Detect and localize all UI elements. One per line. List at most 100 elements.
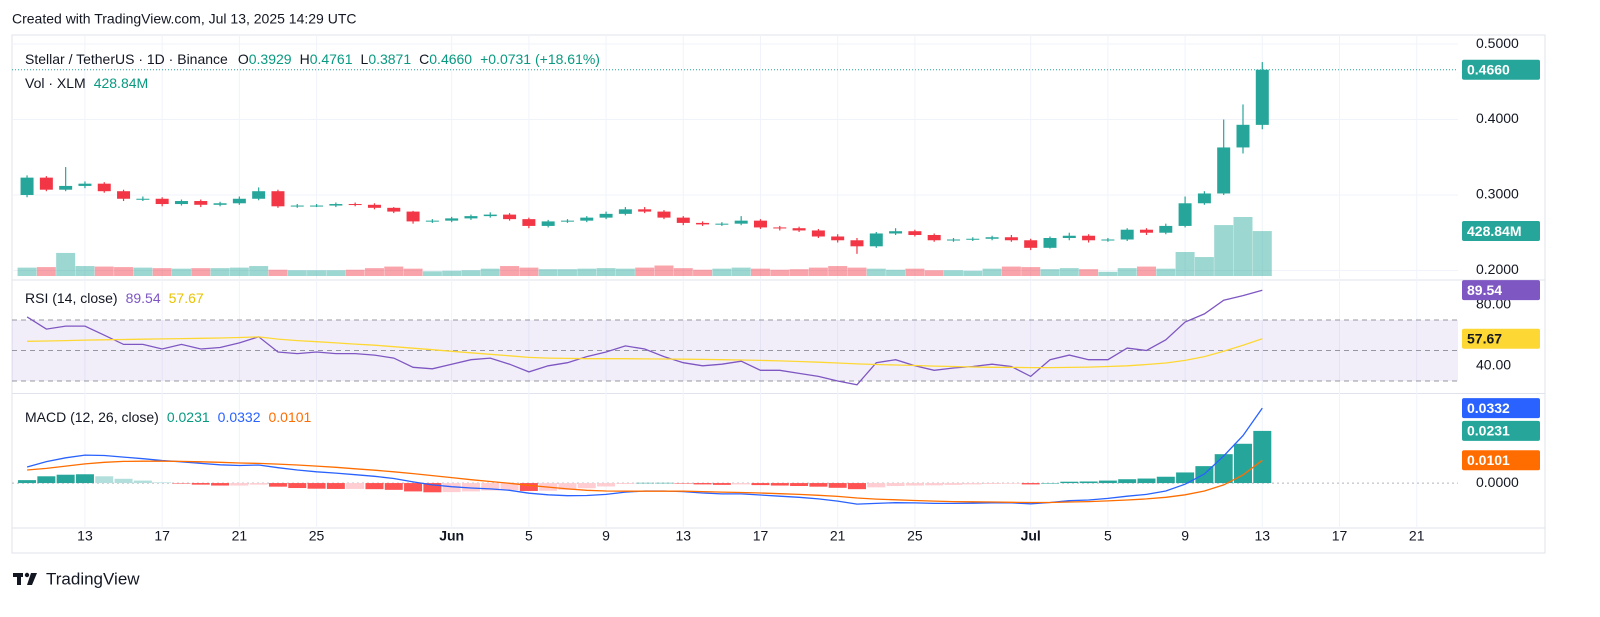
plot-frame (11, 34, 1546, 554)
signal-last: 0.0101 (268, 409, 311, 425)
candle-body (136, 198, 150, 200)
axis-value-box (1462, 450, 1540, 471)
volume-bar (1214, 225, 1234, 276)
candle-body (1024, 240, 1038, 248)
macd-histogram-bar (1021, 483, 1040, 485)
volume-bar (577, 268, 597, 276)
volume-bar (1098, 271, 1118, 276)
macd-line (26, 407, 1263, 505)
macd-histogram-bar (577, 483, 596, 489)
candle-body (1236, 124, 1250, 148)
marks-layer (12, 62, 1458, 505)
volume-bar (1079, 269, 1099, 276)
change: +0.0731 (+18.61%) (480, 51, 600, 67)
volume-bar (461, 270, 481, 276)
macd-histogram-bar (211, 483, 230, 486)
volume-legend: Vol · XLM 428.84M (25, 75, 148, 91)
candle-body (1082, 235, 1096, 241)
volume-bar (1040, 269, 1060, 276)
macd-histogram-bar (37, 476, 56, 484)
macd-tick-label: 0.0000 (1476, 474, 1519, 490)
macd-histogram-bar (481, 483, 500, 491)
x-tick-label: 21 (830, 528, 846, 544)
hist-last: 0.0231 (167, 409, 210, 425)
volume-bar (1156, 268, 1176, 276)
macd-histogram-bar (1060, 481, 1079, 484)
x-tick-label: 13 (77, 528, 93, 544)
macd-histogram-bar (925, 483, 944, 486)
macd-histogram-bar (133, 480, 152, 484)
volume-bar (693, 269, 713, 276)
candle-body (174, 201, 188, 205)
candle-body (406, 211, 420, 222)
volume-bar (731, 267, 751, 276)
candle-body (271, 191, 285, 207)
x-tick-label: 9 (1181, 528, 1189, 544)
x-tick-label: 13 (675, 528, 691, 544)
axis-value-label: 0.0332 (1467, 400, 1510, 416)
rsi-legend: RSI (14, close) 89.54 57.67 (25, 290, 204, 306)
candle-body (97, 183, 111, 192)
candle-body (580, 217, 594, 221)
rsi-line (26, 289, 1263, 386)
macd-histogram-bar (500, 483, 519, 491)
macd-histogram-bar (1002, 483, 1021, 484)
price-legend: Stellar / TetherUS · 1D · Binance O0.3929… (25, 51, 600, 67)
x-tick-label: 5 (1104, 528, 1112, 544)
macd-histogram-bar (635, 482, 654, 484)
macd-histogram-bar (616, 483, 635, 484)
candle-body (657, 211, 671, 218)
macd-histogram-bar (249, 483, 268, 485)
macd-histogram-bar (558, 483, 577, 490)
volume-label: Vol · XLM (25, 75, 86, 91)
volume-bar (982, 268, 1002, 276)
volume-bar (480, 268, 500, 276)
volume-bar (770, 269, 790, 276)
macd-histogram-bar (1176, 472, 1195, 484)
volume-bar (210, 268, 230, 276)
candle-body (831, 236, 845, 241)
macd-histogram-bar (230, 483, 249, 486)
macd-histogram-bar (654, 482, 673, 484)
volume-bar (1252, 231, 1272, 276)
volume-bar (384, 266, 404, 276)
macd-histogram-bar (153, 482, 172, 484)
axis-value-box (1462, 59, 1540, 80)
candle-body (1197, 193, 1211, 204)
volume-bar (866, 268, 886, 276)
volume-bar (307, 270, 327, 276)
volume-bar (229, 267, 249, 276)
x-tick-label: 21 (1409, 528, 1425, 544)
macd-histogram-bar (674, 483, 693, 484)
volume-bar (345, 269, 365, 276)
volume-bar (1021, 267, 1041, 276)
volume-bar (557, 269, 577, 276)
candle-body (367, 204, 381, 208)
candle-body (194, 201, 208, 205)
candle-body (869, 233, 883, 247)
ohlc-value: 0.4660 (429, 51, 472, 67)
candle-body (39, 177, 53, 190)
candle-body (290, 205, 304, 207)
axis-value-box (1462, 398, 1540, 419)
volume-bar (519, 267, 539, 276)
candle-body (329, 204, 343, 206)
macd-histogram-bar (1214, 454, 1233, 484)
x-tick-label: 17 (154, 528, 170, 544)
candle-body (445, 218, 459, 221)
candle-body (1159, 225, 1173, 233)
macd-histogram-bar (268, 483, 287, 487)
macd-histogram-bar (326, 483, 345, 489)
macd-histogram-bar (905, 483, 924, 486)
x-tick-label: 21 (232, 528, 248, 544)
candle-body (387, 207, 401, 212)
volume-bar (1194, 257, 1214, 276)
y-tick-label: 0.4000 (1476, 110, 1519, 126)
candle-body (1101, 239, 1115, 241)
signal-line (27, 459, 1263, 504)
volume-last: 428.84M (94, 75, 148, 91)
macd-histogram-bar (423, 483, 442, 493)
x-tick-label: Jun (439, 528, 464, 544)
volume-bar (673, 268, 693, 276)
macd-histogram-bar (307, 483, 326, 489)
